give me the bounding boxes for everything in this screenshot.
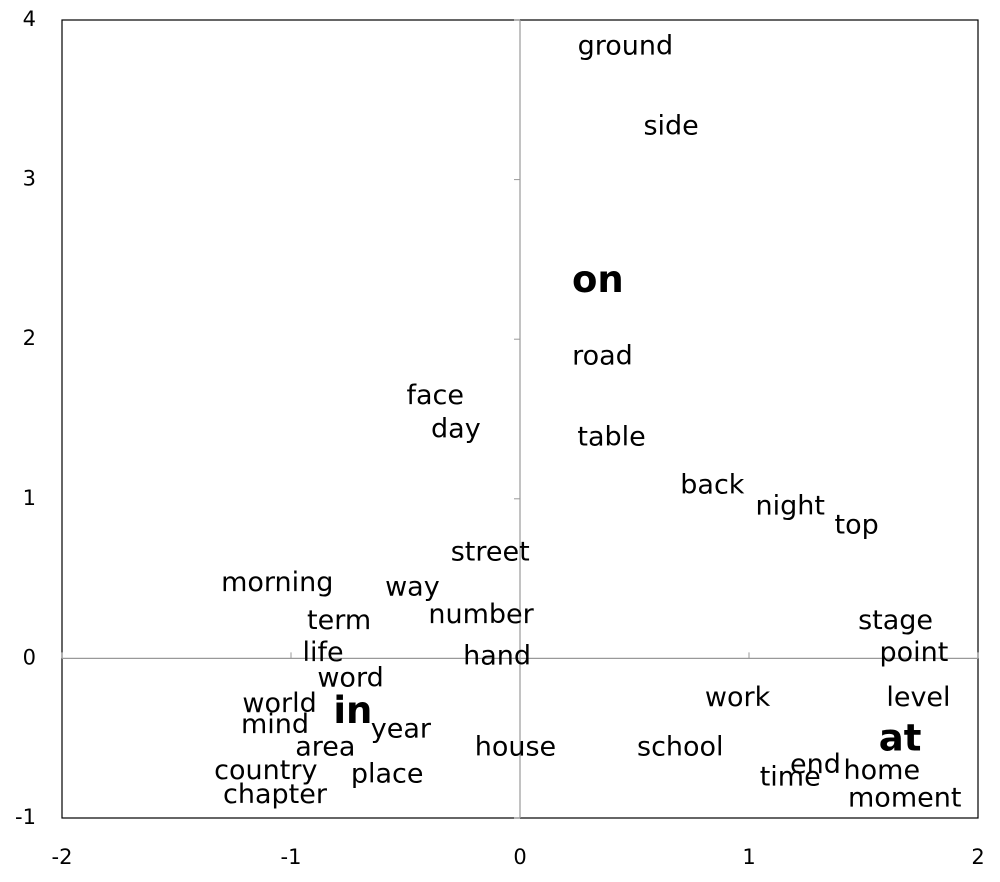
word-point: side [643, 110, 698, 141]
y-tick-label: 3 [23, 167, 36, 191]
word-point: ground [578, 31, 674, 62]
word-point: world [242, 688, 316, 719]
word-point: country [214, 755, 317, 786]
y-tick-label: 4 [23, 7, 36, 31]
word-point: school [637, 731, 724, 762]
x-tick-label: -2 [52, 845, 73, 869]
x-tick-label: -1 [281, 845, 302, 869]
word-point: way [385, 572, 440, 603]
word-point: night [755, 490, 824, 521]
word-point: level [886, 682, 950, 713]
word-point: street [451, 537, 530, 568]
word-point: on [572, 258, 624, 301]
word-point: point [879, 637, 948, 668]
y-tick-label: -1 [15, 805, 36, 829]
word-point: life [302, 637, 343, 668]
word-point: end [790, 749, 841, 780]
x-tick-label: 1 [742, 845, 755, 869]
word-point: time [760, 762, 821, 793]
word-point: place [351, 758, 424, 789]
word-point: hand [463, 640, 531, 671]
word-point: house [475, 731, 556, 762]
word-point: year [371, 714, 432, 745]
y-tick-label: 2 [23, 326, 36, 350]
word-point: work [705, 682, 771, 713]
word-point: face [407, 380, 465, 411]
word-point: term [307, 605, 371, 636]
word-point: home [844, 755, 921, 786]
word-point: stage [858, 605, 933, 636]
word-point: area [295, 731, 355, 762]
word-point: mind [241, 709, 309, 740]
word-point: morning [221, 567, 333, 598]
y-tick-label: 0 [23, 645, 36, 669]
word-point: back [680, 470, 745, 501]
word-point: chapter [223, 779, 328, 810]
word-point: road [572, 340, 633, 371]
word-point: table [577, 422, 645, 453]
x-tick-label: 2 [971, 845, 984, 869]
word-point: word [317, 663, 383, 694]
y-tick-label: 1 [23, 486, 36, 510]
word-point: in [333, 689, 372, 732]
word-point: day [431, 414, 481, 445]
word-point: number [428, 599, 534, 630]
x-tick-label: 0 [513, 845, 526, 869]
word-point: top [835, 509, 879, 540]
word-point: at [879, 716, 922, 759]
word-point: moment [848, 782, 961, 813]
